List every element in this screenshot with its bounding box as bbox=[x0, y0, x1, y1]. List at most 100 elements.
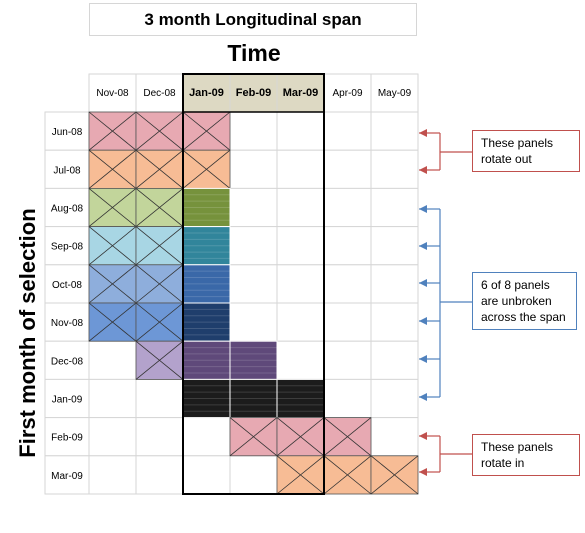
row-label-cell bbox=[44, 264, 90, 304]
panel-cross bbox=[88, 188, 137, 227]
grid-cell bbox=[323, 187, 372, 228]
panel-cross bbox=[135, 149, 184, 189]
row-label: Sep-08 bbox=[51, 242, 84, 253]
grid-cell bbox=[229, 187, 278, 228]
unbroken-arrow-head bbox=[419, 317, 427, 325]
panel-cross bbox=[88, 264, 137, 304]
grid-cell bbox=[370, 302, 419, 342]
panel-cross bbox=[323, 417, 372, 457]
x-axis-title: Time bbox=[227, 40, 281, 66]
grid-cell bbox=[370, 149, 419, 189]
grid-cell bbox=[370, 378, 419, 419]
grid-cell bbox=[370, 417, 419, 457]
row-label: Aug-08 bbox=[51, 204, 84, 215]
panel-cross bbox=[135, 226, 184, 266]
grid-cell bbox=[276, 264, 325, 304]
grid-cell bbox=[276, 111, 325, 151]
row-label: Jun-08 bbox=[52, 127, 83, 138]
rotate-out-arrow-head bbox=[419, 129, 427, 137]
grid-cell bbox=[276, 187, 325, 228]
grid-cell bbox=[370, 264, 419, 304]
grid-cell bbox=[323, 302, 372, 342]
grid-cell bbox=[229, 226, 278, 266]
span-frame bbox=[182, 73, 325, 495]
grid-cell bbox=[182, 455, 231, 495]
row-label: Mar-09 bbox=[51, 471, 83, 482]
grid-cell bbox=[276, 302, 325, 342]
grid-cell bbox=[135, 378, 184, 419]
row-label-cell bbox=[44, 455, 90, 495]
row-label-cell bbox=[44, 149, 90, 189]
panel-cross bbox=[88, 302, 137, 342]
grid-cell bbox=[323, 111, 372, 151]
unbroken-panel bbox=[229, 378, 278, 419]
grid-cell bbox=[229, 264, 278, 304]
panel-cross bbox=[323, 455, 372, 495]
unbroken-arrow-head bbox=[419, 355, 427, 363]
rotate-in-arrow-head bbox=[419, 432, 427, 440]
panel-cross bbox=[229, 417, 278, 457]
grid-cell bbox=[229, 111, 278, 151]
panel-cross bbox=[88, 149, 137, 189]
month-header: May-09 bbox=[378, 88, 412, 99]
month-header: Apr-09 bbox=[332, 88, 362, 99]
grid-cell bbox=[370, 226, 419, 266]
rotate-out-note: These panels rotate out bbox=[472, 130, 580, 172]
panel-cross bbox=[135, 302, 184, 342]
grid-cell bbox=[135, 417, 184, 457]
panel-cross bbox=[135, 111, 184, 151]
panel-cross bbox=[276, 455, 325, 495]
panel-grid-diagram: Jun-08 Jul-08 Aug-08 Sep-08 Oct-08 Nov-08 Dec-… bbox=[44, 73, 472, 495]
grid-cell bbox=[370, 340, 419, 380]
month-header: Jan-09 bbox=[189, 87, 224, 99]
unbroken-arrow-head bbox=[419, 393, 427, 401]
grid-cell bbox=[229, 149, 278, 189]
month-header: Feb-09 bbox=[236, 87, 271, 99]
row-label-cell bbox=[44, 226, 90, 266]
rotate-in-arrow-head bbox=[419, 468, 427, 476]
panel-cross bbox=[88, 226, 137, 266]
rotate-out-arrow-head bbox=[419, 166, 427, 174]
grid-cell bbox=[88, 417, 137, 457]
grid-cell bbox=[135, 455, 184, 495]
grid-cell bbox=[323, 340, 372, 380]
grid-cell bbox=[323, 149, 372, 189]
unbroken-panel bbox=[229, 340, 278, 380]
grid-cell bbox=[323, 264, 372, 304]
unbroken-panel bbox=[182, 302, 231, 342]
grid-cell bbox=[370, 111, 419, 151]
panel-cross bbox=[182, 149, 231, 189]
month-header: Dec-08 bbox=[143, 88, 176, 99]
unbroken-arrow-head bbox=[419, 279, 427, 287]
grid-cell bbox=[182, 417, 231, 457]
row-label: Feb-09 bbox=[51, 433, 83, 444]
panel-cross bbox=[88, 111, 137, 151]
grid-cell bbox=[276, 149, 325, 189]
grid-cell bbox=[229, 302, 278, 342]
grid-cell bbox=[276, 340, 325, 380]
unbroken-arrow-head bbox=[419, 205, 427, 213]
grid-cell bbox=[88, 340, 137, 380]
grid-cell bbox=[370, 187, 419, 228]
rotate-in-note: These panels rotate in bbox=[472, 434, 580, 476]
panel-cross bbox=[182, 111, 231, 151]
unbroken-note: 6 of 8 panels are unbroken across the sp… bbox=[472, 272, 577, 330]
row-label: Oct-08 bbox=[52, 280, 82, 291]
panel-cross bbox=[135, 264, 184, 304]
grid-cell bbox=[229, 455, 278, 495]
month-header: Mar-09 bbox=[283, 87, 318, 99]
unbroken-panel bbox=[182, 340, 231, 380]
unbroken-panel bbox=[182, 187, 231, 228]
row-label: Nov-08 bbox=[51, 318, 84, 329]
grid-cell bbox=[88, 455, 137, 495]
panel-cross bbox=[370, 455, 419, 495]
grid-cell bbox=[323, 378, 372, 419]
month-header: Nov-08 bbox=[96, 88, 129, 99]
span-header-highlight bbox=[183, 74, 324, 112]
unbroken-panel bbox=[182, 264, 231, 304]
grid-cell bbox=[323, 226, 372, 266]
row-label: Dec-08 bbox=[51, 356, 84, 367]
row-label-cell bbox=[44, 340, 90, 380]
row-label: Jan-09 bbox=[52, 395, 83, 406]
panel-cross bbox=[276, 417, 325, 457]
